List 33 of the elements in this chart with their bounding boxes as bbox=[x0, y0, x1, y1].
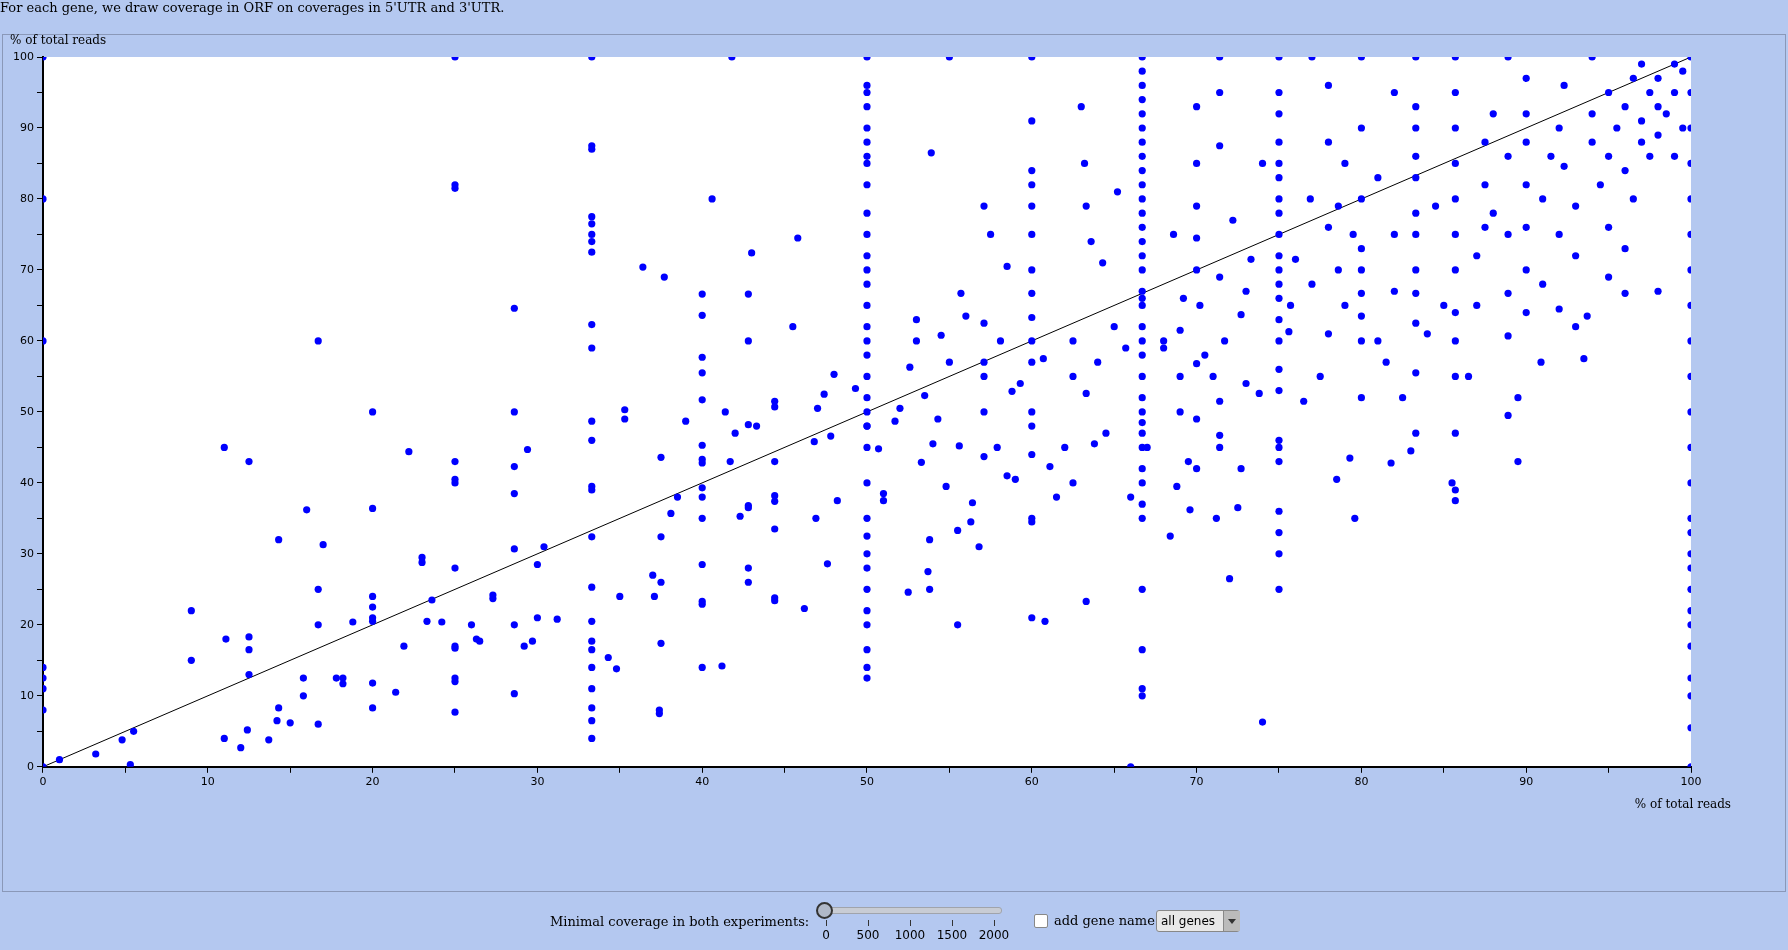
x-axis-title: % of total reads bbox=[1634, 796, 1731, 811]
dropdown: all genes bbox=[1156, 910, 1240, 932]
text: 0 bbox=[821, 928, 831, 942]
x-tick-label: 50 bbox=[860, 775, 874, 789]
x-tick-label: 10 bbox=[200, 775, 215, 789]
y-tick-label: 40 bbox=[20, 475, 34, 489]
x-tick-label: 90 bbox=[1519, 775, 1534, 789]
x-tick-label: 40 bbox=[695, 775, 710, 789]
x-tick-label: 20 bbox=[365, 775, 380, 789]
x-tick-label: 80 bbox=[1354, 775, 1369, 789]
text: add gene name bbox=[1054, 913, 1155, 928]
y-tick-label: 80 bbox=[20, 191, 34, 205]
y-tick-label: 20 bbox=[20, 617, 34, 631]
y-tick-label: 10 bbox=[20, 688, 34, 702]
text: Minimal coverage in both experiments: bbox=[550, 914, 810, 929]
x-tick-label: 60 bbox=[1024, 775, 1039, 789]
x-tick-label: 70 bbox=[1189, 775, 1204, 789]
y-tick-label: 60 bbox=[20, 333, 34, 347]
text: 1500 bbox=[936, 928, 968, 942]
y-tick-label: 50 bbox=[20, 404, 34, 418]
y-tick-label: 0 bbox=[27, 759, 34, 773]
y-tick-label: 70 bbox=[20, 262, 34, 276]
text: 2000 bbox=[978, 928, 1010, 942]
y-tick-label: 90 bbox=[20, 120, 34, 134]
y-tick-label: 30 bbox=[20, 546, 34, 560]
x-tick-label: 30 bbox=[530, 775, 545, 789]
chart-title: For each gene, we draw coverage in ORF on coverages in 5'UTR and 3'UTR. bbox=[0, 0, 505, 15]
x-tick-label: 0 bbox=[39, 775, 47, 789]
y-axis-title: % of total reads bbox=[10, 33, 107, 48]
x-tick-label: 100 bbox=[1680, 775, 1702, 789]
y-tick-label: 100 bbox=[13, 49, 34, 63]
text: 500 bbox=[856, 928, 880, 942]
text: 1000 bbox=[894, 928, 926, 942]
